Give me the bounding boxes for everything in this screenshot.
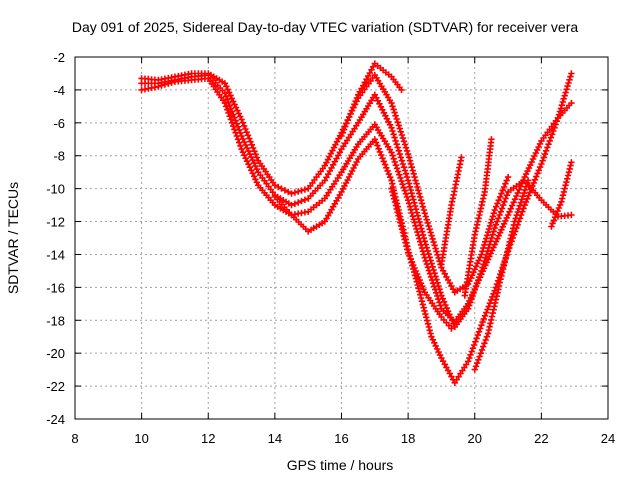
y-axis-label: SDTVAR / TECUs: [5, 182, 21, 294]
x-tick-label: 12: [201, 431, 215, 446]
y-tick-label: -20: [46, 346, 65, 361]
y-tick-label: -16: [46, 280, 65, 295]
x-tick-label: 10: [134, 431, 148, 446]
x-tick-label: 18: [401, 431, 415, 446]
y-tick-label: -10: [46, 182, 65, 197]
x-tick-label: 20: [468, 431, 482, 446]
y-tick-label: -4: [53, 83, 65, 98]
y-tick-label: -18: [46, 313, 65, 328]
x-axis-label: GPS time / hours: [287, 457, 394, 473]
data-series: [461, 136, 495, 299]
data-series: [471, 177, 532, 373]
y-tick-label: -2: [53, 50, 65, 65]
data-series: [388, 185, 455, 332]
series-markers: [138, 71, 575, 331]
x-tick-label: 16: [334, 431, 348, 446]
x-tick-label: 14: [268, 431, 282, 446]
y-tick-label: -22: [46, 379, 65, 394]
y-tick-label: -12: [46, 215, 65, 230]
x-tick-label: 8: [71, 431, 78, 446]
grid: [75, 57, 608, 419]
data-series: [138, 71, 575, 331]
data-series: [438, 154, 465, 268]
y-axis: -2 -4 -6 -8 -10 -12 -14 -16 -18 -20 -22 -24: [46, 50, 608, 427]
x-tick-label: 22: [534, 431, 548, 446]
chart-title: Day 091 of 2025, Sidereal Day-to-day VTE…: [72, 19, 578, 35]
x-tick-label: 24: [601, 431, 615, 446]
data-series: [548, 159, 575, 230]
y-tick-label: -8: [53, 149, 65, 164]
data-series-group: [138, 60, 575, 386]
y-tick-label: -24: [46, 412, 65, 427]
x-axis: 8 10 12 14 16 18 20 22 24: [71, 57, 615, 446]
data-series: [138, 75, 575, 326]
y-tick-label: -14: [46, 247, 65, 262]
data-series: [338, 60, 405, 140]
series-markers: [438, 154, 465, 268]
y-tick-label: -6: [53, 116, 65, 131]
